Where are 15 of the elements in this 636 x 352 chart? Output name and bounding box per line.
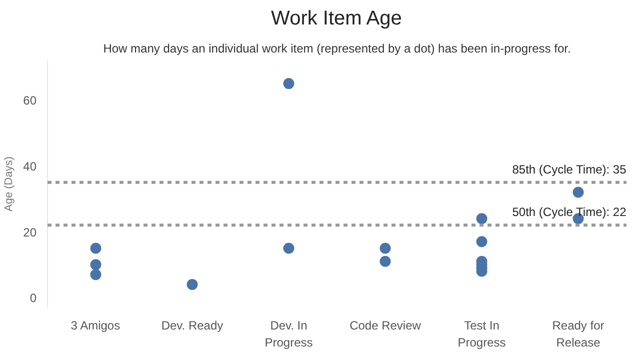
x-tick-label: Dev. In Progress bbox=[264, 318, 313, 350]
x-tick-label: Code Review bbox=[350, 318, 422, 332]
chart-title: Work Item Age bbox=[271, 8, 402, 30]
x-tick-label: Ready for Release bbox=[552, 318, 604, 350]
x-tick-label: Dev. Ready bbox=[161, 318, 224, 332]
x-tick-label: 3 Amigos bbox=[70, 318, 120, 332]
y-tick-label: 20 bbox=[23, 225, 37, 240]
y-tick-label: 40 bbox=[23, 159, 37, 174]
ref-line-label: 85th (Cycle Time): 35 bbox=[512, 162, 627, 176]
y-tick-label: 60 bbox=[23, 94, 37, 108]
chart-subtitle: How many days an individual work item (represented by a dot) has been in-progress for. bbox=[103, 42, 571, 56]
y-axis-title: Age (Days) bbox=[3, 156, 16, 212]
y-tick-label: 0 bbox=[30, 291, 37, 306]
x-tick-label: Test In Progress bbox=[458, 318, 506, 350]
ref-line-label: 50th (Cycle Time): 22 bbox=[512, 205, 627, 220]
